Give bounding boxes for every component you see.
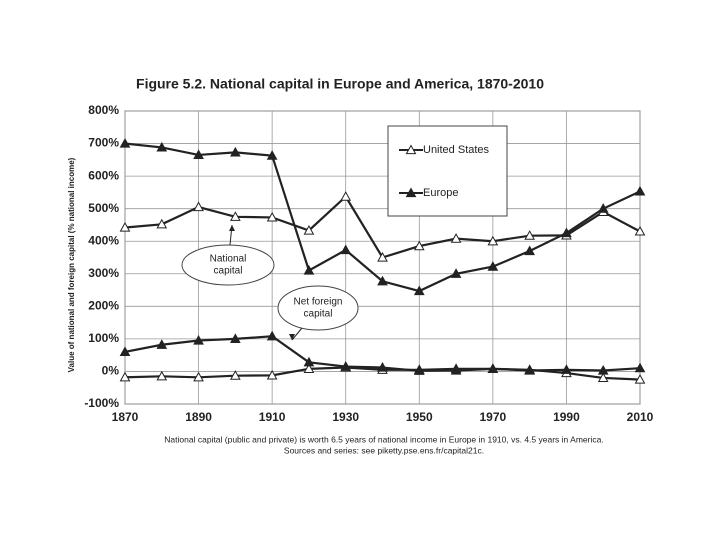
legend-marker [405,187,417,198]
x-tick-label: 1870 [112,410,139,424]
marker [193,371,204,382]
marker [377,275,388,286]
annotation-text: capital [304,309,333,320]
marker [230,146,241,157]
marker [156,218,168,229]
x-tick-label: 1890 [185,410,212,424]
legend-marker [405,144,417,155]
marker [193,201,204,212]
marker [303,264,315,275]
marker [524,245,535,256]
annotation-bubble [277,285,359,331]
marker [524,364,535,375]
marker [561,364,572,374]
annotation-bubble [181,244,275,286]
marker [487,235,499,246]
marker [266,369,278,380]
y-tick-label: -100% [84,396,119,410]
marker [524,230,535,240]
marker [450,233,462,243]
marker [413,285,425,296]
marker [303,356,315,367]
marker [634,374,646,384]
y-tick-label: 800% [88,103,119,117]
marker [303,363,315,373]
marker [119,138,131,148]
x-tick-label: 1950 [406,410,433,424]
y-tick-label: 700% [88,136,119,150]
footnote: Sources and series: see piketty.pse.ens.… [284,445,484,455]
annotation-text: National [210,254,247,265]
x-tick-label: 2010 [627,410,654,424]
marker [561,227,572,238]
chart-title: Figure 5.2. National capital in Europe a… [136,76,544,92]
marker [340,244,352,255]
marker [597,372,609,383]
marker [119,371,131,382]
y-tick-label: 0% [102,364,120,378]
marker [450,268,462,278]
marker [266,330,278,341]
y-tick-label: 100% [88,331,119,345]
marker [340,361,352,371]
x-tick-label: 1930 [332,410,359,424]
marker [303,224,315,235]
marker [119,222,131,232]
marker [230,333,241,343]
legend-label: United States [423,144,490,156]
marker [193,149,204,160]
marker [230,211,241,221]
legend-label: Europe [423,187,458,199]
marker [193,334,204,345]
marker [266,211,278,222]
marker [487,261,499,271]
marker [156,370,168,381]
marker [597,364,609,375]
y-axis-label: Value of national and foreign capital (%… [67,157,76,372]
marker [156,339,168,349]
marker [266,150,278,160]
marker [450,364,462,375]
y-tick-label: 200% [88,299,119,313]
marker [377,362,388,372]
marker [230,370,241,380]
marker [597,203,609,213]
marker [413,240,425,251]
x-tick-label: 1970 [480,410,507,424]
annotation-text: Net foreign [294,297,343,308]
marker [634,185,646,196]
marker [119,346,131,357]
marker [413,365,425,375]
annotation-arrow [291,327,303,341]
y-tick-label: 300% [88,266,119,280]
marker [377,251,388,262]
marker [487,363,499,373]
legend-box [387,125,508,217]
x-tick-label: 1990 [553,410,580,424]
y-tick-label: 500% [88,201,119,215]
x-tick-label: 1910 [259,410,286,424]
y-tick-label: 600% [88,168,119,182]
marker [156,141,168,152]
footnote: National capital (public and private) is… [164,434,603,444]
marker [634,362,646,373]
arrow-head [229,225,235,231]
marker [634,225,646,236]
marker [340,191,352,201]
y-tick-label: 400% [88,233,119,247]
annotation-text: capital [214,266,243,277]
arrow-head [289,334,295,340]
